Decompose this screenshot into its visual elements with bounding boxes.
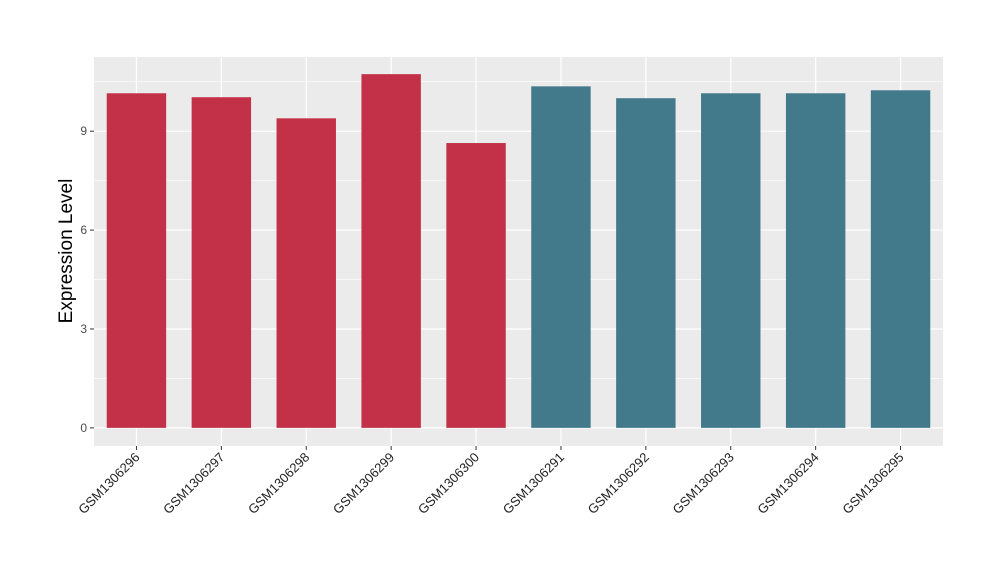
- x-tick-label: GSM1306297: [160, 450, 227, 517]
- bar-GSM1306292: [616, 98, 676, 428]
- x-tick-label: GSM1306300: [415, 450, 482, 517]
- x-tick-label: GSM1306291: [500, 450, 567, 517]
- y-tick-label: 6: [80, 223, 87, 237]
- y-tick-label: 3: [80, 322, 87, 336]
- x-tick-label: GSM1306293: [670, 450, 737, 517]
- x-tick-label: GSM1306298: [245, 450, 312, 517]
- bar-GSM1306293: [701, 93, 761, 428]
- bar-GSM1306291: [531, 86, 591, 428]
- x-tick-label: GSM1306299: [330, 450, 397, 517]
- bar-GSM1306296: [106, 93, 167, 428]
- x-tick-label: GSM1306292: [585, 450, 652, 517]
- bar-GSM1306297: [191, 97, 252, 428]
- x-tick-label: GSM1306296: [75, 450, 142, 517]
- x-tick-label: GSM1306294: [754, 450, 821, 517]
- bar-GSM1306300: [446, 143, 506, 428]
- y-axis-label: Expression Level: [56, 179, 77, 324]
- bar-GSM1306298: [276, 118, 336, 428]
- bars: [106, 74, 931, 428]
- y-tick-label: 9: [80, 124, 87, 138]
- y-tick-label: 0: [80, 421, 87, 435]
- bar-GSM1306295: [870, 90, 931, 428]
- bar-GSM1306299: [361, 74, 421, 428]
- bar-GSM1306294: [785, 93, 846, 428]
- x-axis: GSM1306296 GSM1306297 GSM1306298 GSM1306299…: [75, 446, 907, 517]
- x-tick-label: GSM1306295: [839, 450, 906, 517]
- y-axis: 0 3 6 9: [80, 124, 94, 435]
